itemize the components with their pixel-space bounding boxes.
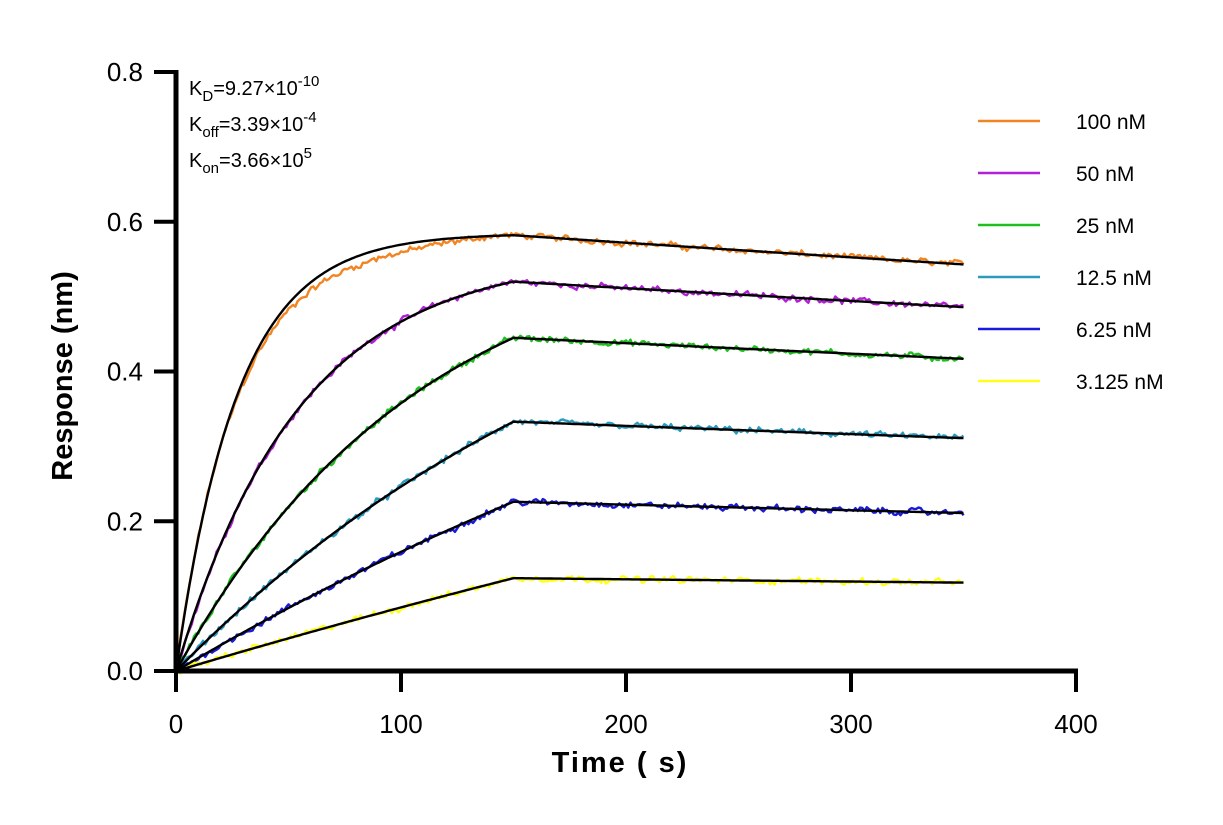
axes: 0 100 200 300 400 0.0 0.2 0.4 0.6 0.8 [107,57,1098,739]
y-ticks: 0.0 0.2 0.4 0.6 0.8 [107,57,176,686]
fit-curves [174,233,964,673]
y-tick-label: 0.4 [107,357,143,387]
fit-curve [175,420,964,672]
fit-curve [174,233,964,672]
legend-label: 12.5 nM [1076,267,1152,290]
kinetic-constant: Koff=3.39×10-4 [189,109,317,141]
legend-label: 25 nM [1076,215,1134,238]
plot-area [174,231,965,675]
series-line [174,279,964,672]
y-tick-label: 0.2 [107,506,143,536]
legend: 100 nM 50 nM 25 nM 12.5 nM 6.25 nM 3.125 nM [978,111,1164,394]
fit-curve [174,280,964,672]
series-line [175,574,964,675]
x-tick-label: 0 [169,709,183,739]
fit-curve [175,577,964,673]
x-ticks: 0 100 200 300 400 [169,671,1098,739]
kinetic-constant: Kon=3.66×105 [189,145,312,177]
series-line [174,334,965,672]
kinetic-constants: KD=9.27×10-10 Koff=3.39×10-4 Kon=3.66×105 [189,73,319,177]
legend-label: 100 nM [1076,111,1146,134]
x-tick-label: 400 [1054,709,1097,739]
legend-label: 6.25 nM [1076,319,1152,342]
fit-curve [175,500,964,673]
y-axis-title: Response (nm) [47,271,79,480]
x-tick-label: 200 [604,709,647,739]
y-tick-label: 0.6 [107,207,143,237]
legend-label: 50 nM [1076,163,1134,186]
legend-label: 3.125 nM [1076,371,1164,394]
y-tick-label: 0.8 [107,57,143,87]
x-tick-label: 300 [829,709,872,739]
y-tick-label: 0.0 [107,656,143,686]
kinetic-constant: KD=9.27×10-10 [189,73,319,105]
x-axis-title: Time ( s) [552,747,689,779]
x-tick-label: 100 [379,709,422,739]
fit-curve [174,336,964,672]
